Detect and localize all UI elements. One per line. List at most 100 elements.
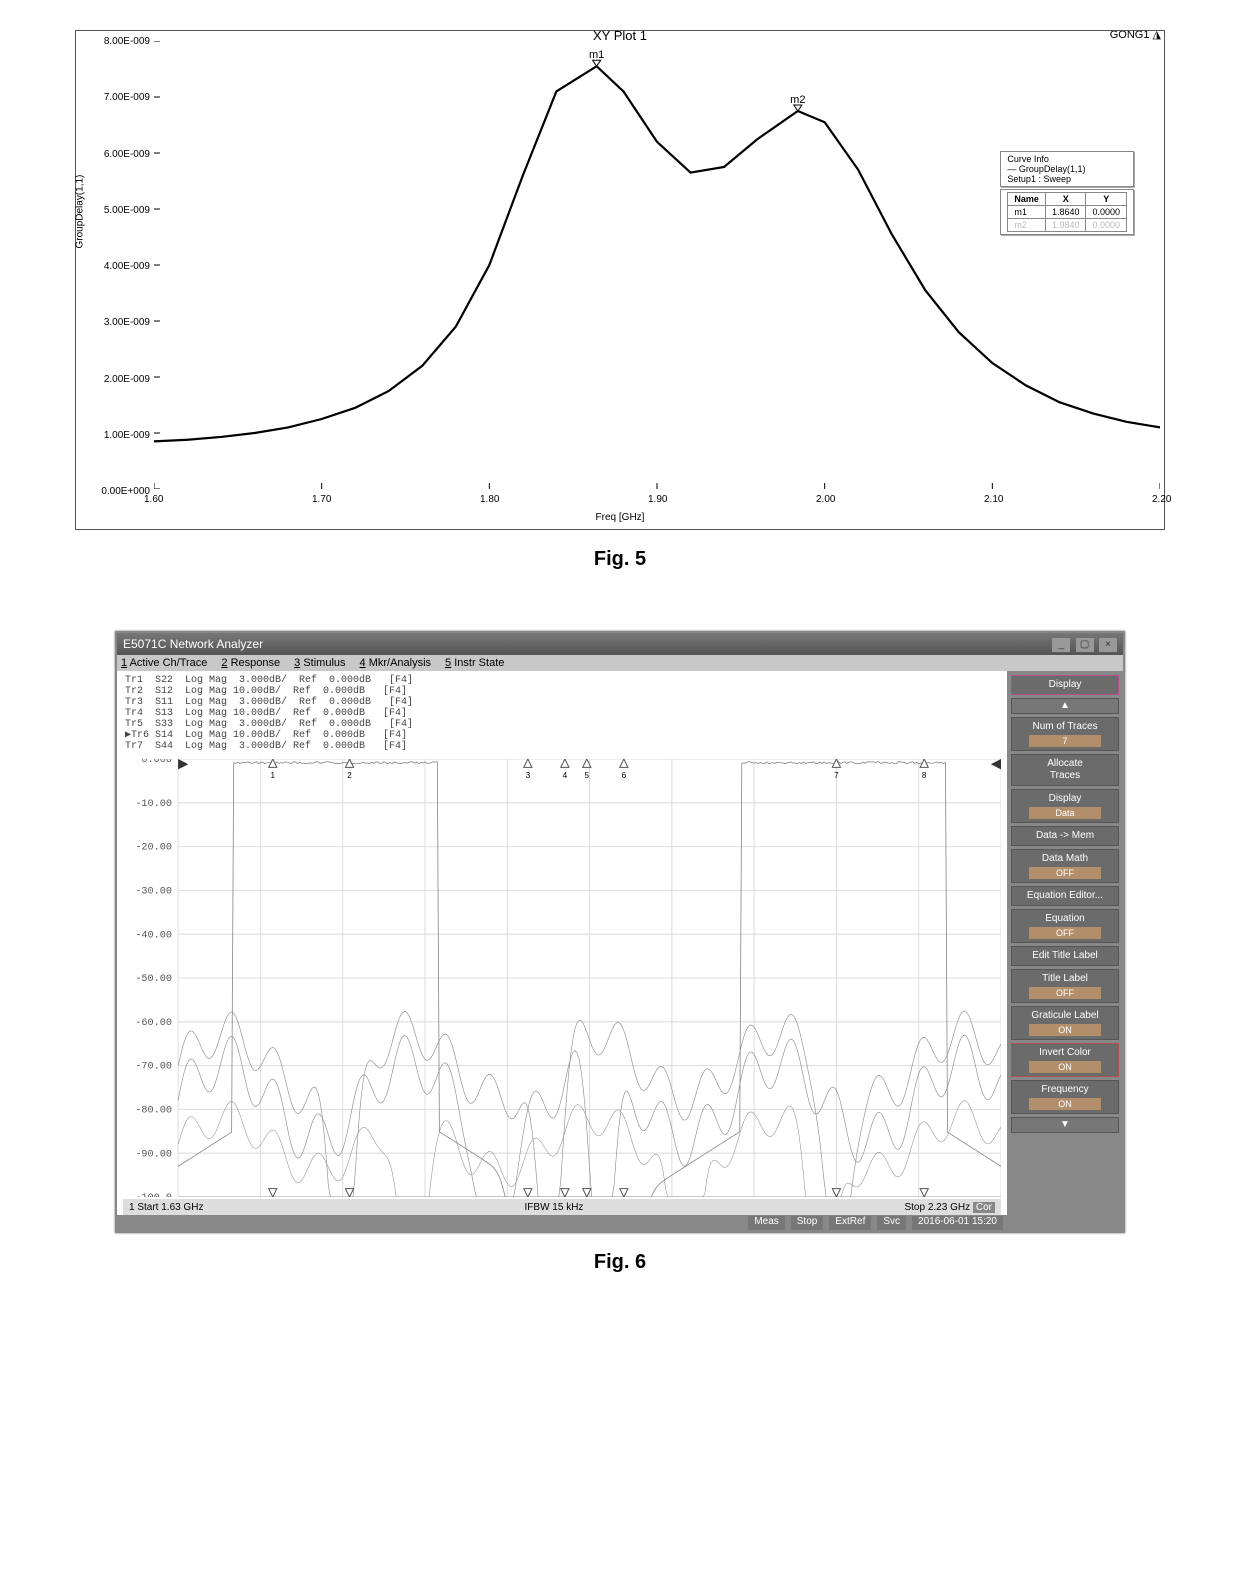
side-button[interactable]: EquationOFF <box>1011 909 1119 943</box>
ytick: 4.00E-009 <box>78 261 150 272</box>
button-value: ON <box>1029 1098 1100 1110</box>
status-item: 2016-06-01 15:20 <box>912 1216 1003 1230</box>
side-button[interactable]: AllocateTraces <box>1011 754 1119 786</box>
side-button[interactable]: ▼ <box>1011 1117 1119 1133</box>
svg-text:4: 4 <box>563 771 568 780</box>
svg-text:-20.00: -20.00 <box>135 842 172 854</box>
svg-text:0.000: 0.000 <box>141 759 172 766</box>
stop-freq: Stop 2.23 GHz <box>904 1202 970 1213</box>
xtick: 2.20 <box>1152 494 1171 505</box>
ytick: 6.00E-009 <box>78 149 150 160</box>
svg-text:-40.00: -40.00 <box>135 929 172 941</box>
svg-text:-50.00: -50.00 <box>135 973 172 985</box>
button-value: OFF <box>1029 987 1100 999</box>
ytick: 1.00E-009 <box>78 430 150 441</box>
legend-series: — GroupDelay(1,1) <box>1007 164 1127 174</box>
menubar[interactable]: 1 Active Ch/Trace 2 Response 3 Stimulus 4 M… <box>117 655 1123 671</box>
ytick: 7.00E-009 <box>78 92 150 103</box>
side-button[interactable]: Equation Editor... <box>1011 886 1119 906</box>
plot-border: GroupDelay(1,1) Freq [GHz] m1m2 Curve In… <box>75 30 1165 530</box>
table-cell: 1.8640 <box>1045 206 1086 219</box>
status-item: Stop <box>791 1216 824 1230</box>
svg-text:m2: m2 <box>790 94 805 106</box>
side-button[interactable]: Title LabelOFF <box>1011 969 1119 1003</box>
table-cell: 0.0000 <box>1086 206 1127 219</box>
side-button[interactable]: Graticule LabelON <box>1011 1006 1119 1040</box>
side-button[interactable]: Data MathOFF <box>1011 849 1119 883</box>
ytick: 0.00E+000 <box>78 486 150 497</box>
analyzer-svg: 0.000 -10.00 -20.00 -30.00 -40.00 -50.00 -60.0… <box>123 759 1001 1197</box>
status-item: ExtRef <box>829 1216 871 1230</box>
button-value: Data <box>1029 807 1100 819</box>
table-row: m21.98400.0000 <box>1008 219 1127 232</box>
marker-table: NameXYm11.86400.0000m21.98400.0000 <box>1007 192 1127 232</box>
menu-item[interactable]: 2 Response <box>221 657 280 669</box>
menu-item[interactable]: 5 Instr State <box>445 657 504 669</box>
svg-text:-60.00: -60.00 <box>135 1017 172 1029</box>
xtick: 2.00 <box>816 494 835 505</box>
legend-setup: Setup1 : Sweep <box>1007 174 1127 184</box>
status-item: Svc <box>877 1216 906 1230</box>
ytick: 2.00E-009 <box>78 374 150 385</box>
menu-item[interactable]: 3 Stimulus <box>294 657 345 669</box>
button-value: ON <box>1029 1061 1100 1073</box>
xlabel: Freq [GHz] <box>596 512 645 523</box>
legend: Curve Info — GroupDelay(1,1) Setup1 : Sw… <box>1000 151 1134 237</box>
xtick: 1.70 <box>312 494 331 505</box>
side-button[interactable]: Data -> Mem <box>1011 826 1119 846</box>
side-button[interactable]: Num of Traces7 <box>1011 717 1119 751</box>
button-value: OFF <box>1029 927 1100 939</box>
table-cell: 1.9840 <box>1045 219 1086 232</box>
side-button[interactable]: Edit Title Label <box>1011 946 1119 966</box>
analyzer-plot-area: 0.000 -10.00 -20.00 -30.00 -40.00 -50.00 -60.0… <box>123 759 1001 1197</box>
svg-text:-30.00: -30.00 <box>135 885 172 897</box>
trace-info: Tr1 S22 Log Mag 3.000dB/ Ref 0.000dB [F4… <box>125 675 413 752</box>
menu-item[interactable]: 4 Mkr/Analysis <box>360 657 432 669</box>
table-row: m11.86400.0000 <box>1008 206 1127 219</box>
plot-area: m1 m2 <box>154 41 1160 489</box>
plot-panel: Tr1 S22 Log Mag 3.000dB/ Ref 0.000dB [F4… <box>117 671 1007 1231</box>
table-header: X <box>1045 193 1086 206</box>
button-value: 7 <box>1029 735 1100 747</box>
side-button[interactable]: FrequencyON <box>1011 1080 1119 1114</box>
window-controls[interactable]: _ ▢ × <box>1050 636 1117 652</box>
button-value: ON <box>1029 1024 1100 1036</box>
side-button[interactable]: ▲ <box>1011 698 1119 714</box>
svg-text:1: 1 <box>270 771 275 780</box>
button-value: OFF <box>1029 867 1100 879</box>
table-header: Y <box>1086 193 1127 206</box>
window-title: E5071C Network Analyzer <box>123 637 263 651</box>
plot-footer: 1 Start 1.63 GHz IFBW 15 kHz Stop 2.23 G… <box>123 1199 1001 1215</box>
side-panel[interactable]: Display ▲ Num of Traces7AllocateTracesDisp… <box>1007 671 1123 1231</box>
window-titlebar[interactable]: E5071C Network Analyzer _ ▢ × <box>117 633 1123 655</box>
table-cell: 0.0000 <box>1086 219 1127 232</box>
svg-text:8: 8 <box>922 771 927 780</box>
svg-text:-80.00: -80.00 <box>135 1104 172 1116</box>
close-icon[interactable]: × <box>1099 638 1117 652</box>
svg-text:m1: m1 <box>589 49 604 61</box>
side-button[interactable]: Invert ColorON <box>1011 1043 1119 1077</box>
ytick: 5.00E-009 <box>78 205 150 216</box>
maximize-icon[interactable]: ▢ <box>1076 638 1094 652</box>
fig5-chart: XY Plot 1 GONG1 ◮ GroupDelay(1,1) Freq [… <box>75 30 1165 530</box>
svg-text:7: 7 <box>834 771 839 780</box>
svg-text:3: 3 <box>526 771 531 780</box>
side-button[interactable]: Display <box>1011 675 1119 695</box>
svg-text:5: 5 <box>585 771 590 780</box>
status-bar: Meas Stop ExtRef Svc 2016-06-01 15:20 <box>117 1215 1007 1231</box>
xtick: 1.60 <box>144 494 163 505</box>
table-header: Name <box>1008 193 1046 206</box>
cor-badge: Cor <box>973 1202 995 1213</box>
menu-item[interactable]: 1 Active Ch/Trace <box>121 657 207 669</box>
minimize-icon[interactable]: _ <box>1052 638 1070 652</box>
ifbw: IFBW 15 kHz <box>525 1202 584 1213</box>
svg-text:6: 6 <box>622 771 627 780</box>
start-freq: 1 Start 1.63 GHz <box>129 1202 203 1213</box>
line-chart-svg: m1 m2 <box>154 41 1160 489</box>
ytick: 8.00E-009 <box>78 36 150 47</box>
table-cell: m2 <box>1008 219 1046 232</box>
status-item: Meas <box>748 1216 784 1230</box>
side-button[interactable]: DisplayData <box>1011 789 1119 823</box>
xtick: 2.10 <box>984 494 1003 505</box>
svg-text:-10.00: -10.00 <box>135 798 172 810</box>
